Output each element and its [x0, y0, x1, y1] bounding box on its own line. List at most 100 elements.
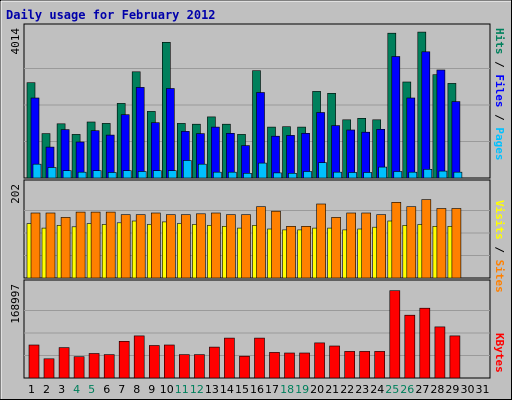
sites-bar	[256, 206, 266, 279]
kbytes-bar	[239, 355, 250, 379]
day-label: 22	[340, 383, 354, 396]
legend-visits-sites: Visits / Sites	[493, 200, 506, 293]
day-axis-labels: 1 2 3 4 5 6 7 8 9 10 11 12 13 14 15 16 17 18 19 20 21 22 23 24 2…	[28, 383, 490, 396]
sites-bar	[211, 212, 221, 279]
day-label: 18	[280, 383, 294, 396]
kbytes-bar	[269, 352, 280, 379]
legend-visits: Visits	[493, 200, 506, 240]
pages-bar	[168, 170, 177, 179]
sites-bar	[451, 208, 462, 279]
pages-bar	[363, 172, 373, 179]
kbytes-bar	[58, 347, 70, 379]
files-bar	[211, 126, 220, 179]
day-label: 24	[370, 383, 384, 396]
legend-sites: Sites	[493, 260, 506, 293]
files-bar	[436, 69, 446, 179]
sites-bar	[436, 208, 447, 279]
pages-bar	[318, 162, 327, 179]
sites-bar	[301, 226, 311, 279]
day-label: 10	[160, 383, 174, 396]
sites-bar	[346, 212, 357, 279]
kbytes-bar	[179, 354, 190, 379]
sites-bar	[90, 211, 101, 279]
kbytes-bar	[359, 351, 371, 379]
sites-bar	[30, 212, 41, 279]
day-label: 16	[250, 383, 264, 396]
kbytes-bar	[389, 290, 401, 379]
pages-bar	[438, 170, 448, 179]
files-bar	[361, 131, 371, 179]
day-label: 3	[58, 383, 65, 396]
files-bar	[346, 129, 356, 179]
sites-bar	[135, 214, 146, 279]
files-bar	[406, 97, 416, 179]
files-bar	[151, 122, 160, 179]
pages-bar	[243, 173, 252, 179]
legend-separator: /	[493, 240, 506, 260]
sites-bar	[361, 212, 372, 279]
hits-max-label: 4014	[9, 28, 22, 55]
pages-bar	[393, 171, 403, 179]
pages-bar	[137, 171, 147, 179]
kbytes-bar	[434, 326, 446, 379]
sites-bar	[391, 202, 402, 279]
day-label: 15	[235, 383, 249, 396]
sites-bar	[75, 211, 86, 279]
pages-bar	[348, 172, 358, 179]
kbytes-bar	[344, 351, 356, 379]
files-bar	[226, 133, 235, 179]
files-bar	[271, 135, 280, 179]
legend-pages: Pages	[493, 127, 506, 160]
legend-separator: /	[493, 108, 506, 128]
pages-bar	[62, 170, 72, 179]
kbytes-bar	[254, 337, 265, 379]
legend-separator: /	[493, 55, 506, 75]
pages-bar	[32, 163, 42, 179]
kbytes-bar	[374, 351, 386, 379]
files-bar	[331, 125, 340, 179]
graph-title: Daily usage for February 2012	[6, 8, 216, 22]
kbytes-max-label: 168997	[9, 284, 22, 324]
kbytes-bar	[28, 344, 40, 379]
day-label: 20	[310, 383, 324, 396]
kbytes-bar	[133, 335, 145, 379]
day-label: 23	[355, 383, 369, 396]
day-label: 28	[430, 383, 444, 396]
sites-bar	[226, 214, 236, 279]
sites-bar	[45, 212, 56, 279]
kbytes-bar	[449, 335, 461, 379]
pages-bar	[183, 160, 192, 179]
pages-bar	[408, 171, 418, 179]
kbytes-bar	[88, 353, 100, 379]
sites-bar	[196, 213, 206, 279]
sites-bar	[151, 212, 161, 279]
day-label: 27	[415, 383, 429, 396]
day-label: 14	[220, 383, 234, 396]
legend-kbytes: KBytes	[493, 333, 506, 373]
kbytes-bar	[194, 354, 205, 379]
sites-bar	[421, 199, 432, 279]
kbytes-bar	[43, 358, 55, 379]
pages-bar	[288, 173, 297, 179]
kbytes-bar	[419, 307, 431, 379]
day-label: 8	[133, 383, 140, 396]
day-label: 9	[148, 383, 155, 396]
kbytes-bar	[209, 346, 220, 379]
day-label: 21	[325, 383, 339, 396]
kbytes-bar	[164, 344, 175, 379]
files-bar	[166, 88, 175, 179]
pages-bar	[453, 171, 463, 179]
files-bar	[105, 134, 115, 179]
pages-bar	[77, 171, 87, 179]
kbytes-bar	[118, 340, 130, 379]
pages-bar	[378, 166, 388, 179]
day-label: 29	[445, 383, 459, 396]
pages-bar	[213, 171, 222, 179]
files-bar	[135, 87, 145, 179]
sites-bar	[166, 214, 176, 279]
day-label: 1	[28, 383, 35, 396]
day-label: 30	[461, 383, 475, 396]
sites-bar	[406, 206, 417, 279]
sites-bar	[376, 214, 387, 279]
